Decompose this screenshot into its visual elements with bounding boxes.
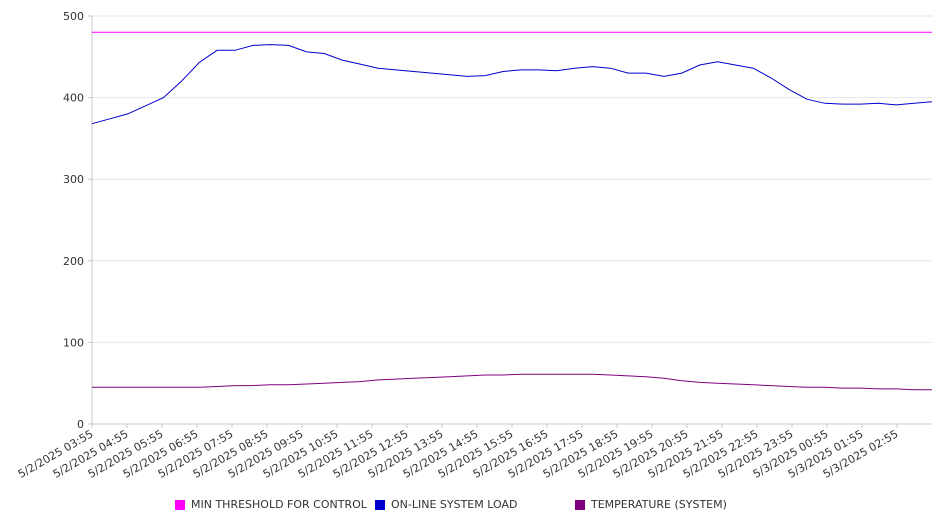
legend-label-temperature: TEMPERATURE (SYSTEM) xyxy=(591,498,727,511)
y-tick-label: 300 xyxy=(63,173,84,186)
y-tick-label: 0 xyxy=(77,418,84,431)
y-tick-label: 400 xyxy=(63,92,84,105)
gridlines xyxy=(92,15,932,343)
legend-item-online-system-load[interactable]: ON-LINE SYSTEM LOAD xyxy=(375,498,517,511)
series-line-2 xyxy=(92,373,932,391)
series-lines xyxy=(91,31,933,391)
series-line-1 xyxy=(91,44,933,125)
y-tick-label: 500 xyxy=(63,10,84,23)
legend: MIN THRESHOLD FOR CONTROL ON-LINE SYSTEM… xyxy=(0,498,946,514)
legend-swatch-online-system-load xyxy=(375,499,385,510)
legend-label-online-system-load: ON-LINE SYSTEM LOAD xyxy=(391,498,518,511)
x-axis-ticks: 5/2/2025 03:555/2/2025 04:555/2/2025 05:… xyxy=(16,424,901,481)
legend-label-min-threshold: MIN THRESHOLD FOR CONTROL xyxy=(191,498,367,511)
legend-item-temperature[interactable]: TEMPERATURE (SYSTEM) xyxy=(575,498,727,511)
y-tick-label: 200 xyxy=(63,255,84,268)
legend-swatch-min-threshold xyxy=(175,499,185,510)
legend-item-min-threshold[interactable]: MIN THRESHOLD FOR CONTROL xyxy=(175,498,367,511)
y-tick-label: 100 xyxy=(63,336,84,349)
y-axis-ticks: 0 100 200 300 400 500 xyxy=(63,10,92,431)
legend-swatch-temperature xyxy=(575,499,585,510)
axes xyxy=(91,16,932,425)
